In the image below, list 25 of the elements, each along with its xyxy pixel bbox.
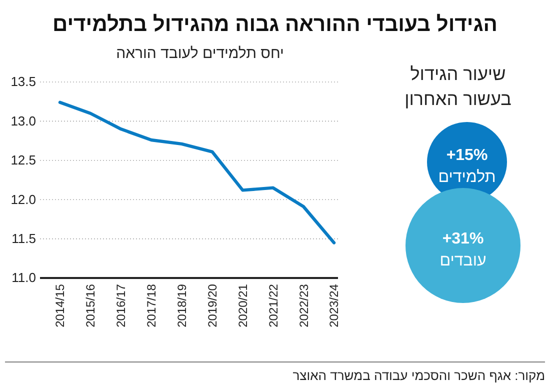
x-tick-label: 2014/15 — [53, 284, 68, 328]
line-series — [58, 100, 336, 244]
y-tick-label: 13.5 — [10, 74, 36, 90]
data-label: +15% — [446, 147, 488, 164]
text: מקור: אגף השכר והסכמי עבודה במשרד האוצר — [292, 368, 545, 383]
x-tick-label: 2017/18 — [144, 284, 159, 328]
category-label: עובדים — [440, 252, 486, 270]
x-tick-label: 2021/22 — [266, 284, 280, 328]
y-tick-label: 11.5 — [12, 230, 36, 246]
x-tick-label: 2023/24 — [327, 284, 342, 328]
category-label: תלמידים — [438, 168, 496, 186]
x-tick-label: 2022/23 — [296, 284, 311, 328]
y-tick-label: 12.0 — [10, 192, 36, 207]
text: שיעור הגידול בעשור האחרון — [404, 64, 512, 109]
y-tick-label: 13.0 — [10, 113, 36, 128]
x-tick-label: 2018/19 — [174, 284, 189, 328]
chart-title: הגידול בעובדי ההוראה גבוה מהגידול בתלמידים — [52, 13, 498, 36]
x-tick-label: 2015/16 — [84, 284, 98, 328]
chart-subtitle: יחס תלמידים לעובד הוראה — [116, 45, 284, 62]
x-tick-label: 2019/20 — [205, 284, 220, 328]
x-tick-label: 2016/17 — [114, 284, 128, 328]
y-tick-label: 12.5 — [10, 152, 36, 168]
y-tick-label: 11.0 — [12, 270, 36, 286]
x-tick-label: 2020/21 — [236, 284, 250, 328]
data-label: +31% — [442, 230, 484, 248]
